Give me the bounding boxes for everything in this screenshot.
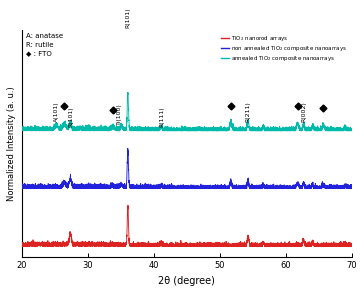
Text: R(111): R(111) (159, 106, 164, 127)
Legend: TiO$_2$ nanorod arrays, non annealed TiO$_2$ composite nanoarrays, annealed TiO$: TiO$_2$ nanorod arrays, non annealed TiO… (218, 31, 349, 66)
Text: R(002): R(002) (301, 102, 306, 122)
Text: R(211): R(211) (246, 102, 250, 122)
Text: A(101): A(101) (54, 102, 59, 122)
Text: R(101): R(101) (68, 106, 74, 127)
X-axis label: 2θ (degree): 2θ (degree) (158, 276, 215, 286)
Text: Ti(100): Ti(100) (118, 103, 122, 125)
Text: A: anatase
R: rutile
◆ : FTO: A: anatase R: rutile ◆ : FTO (27, 33, 64, 56)
Text: R(101): R(101) (126, 7, 131, 28)
Y-axis label: Normalized Intensity (a. u.): Normalized Intensity (a. u.) (7, 86, 16, 200)
